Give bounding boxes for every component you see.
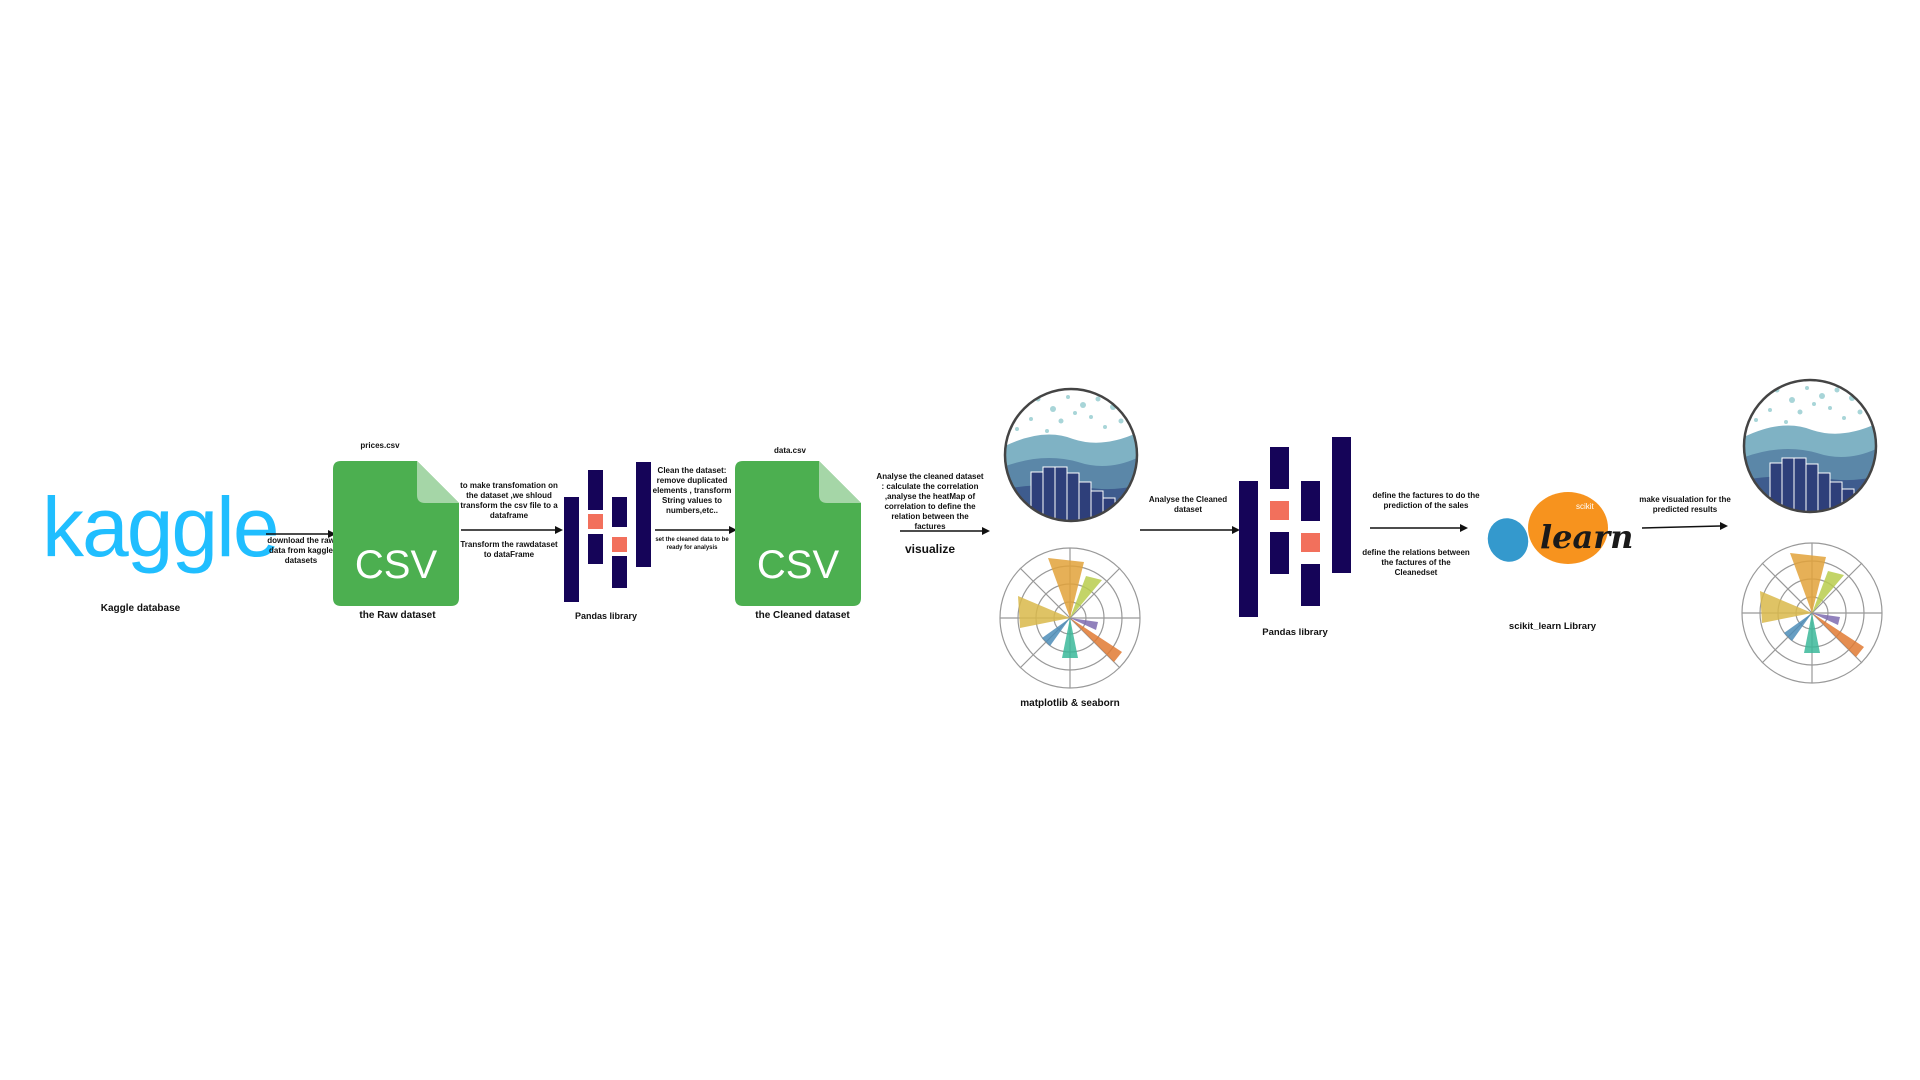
kaggle-logo-text: kaggle	[42, 480, 280, 574]
pandas-logo-1	[564, 462, 654, 602]
arrow-download	[266, 530, 336, 538]
step3-text-below: set the cleaned data to be ready for ana…	[655, 537, 729, 551]
arrow-clean	[655, 526, 737, 534]
matplotlib-area-chart-icon	[1003, 387, 1139, 523]
results-polar-chart-icon	[1740, 541, 1884, 685]
raw-csv-file-icon: CSV	[333, 461, 459, 606]
step1-text: download the raw data from kaggle datase…	[267, 536, 335, 565]
raw-csv-caption: the Raw dataset	[359, 610, 436, 621]
learn-text: learn	[1540, 518, 1634, 556]
step5-text-above: Analyse the Cleaned dataset	[1148, 495, 1228, 514]
arrow-define	[1370, 524, 1468, 532]
arrow-predict-viz	[1642, 522, 1728, 530]
arrow-analyse	[1140, 526, 1240, 534]
scikit-small-text: scikit	[1576, 502, 1594, 511]
step2-text-below: Transform the rawdataset to dataFrame	[460, 540, 558, 559]
viz1-caption: matplotlib & seaborn	[1020, 698, 1120, 709]
results-area-chart-icon	[1742, 378, 1878, 514]
pandas1-caption: Pandas library	[574, 611, 638, 621]
raw-csv-file-text: CSV	[354, 543, 438, 587]
clean-csv-caption: the Cleaned dataset	[755, 610, 850, 621]
kaggle-caption: Kaggle database	[100, 603, 181, 614]
pandas2-caption: Pandas library	[1262, 627, 1328, 638]
sklearn-caption: scikit_learn Library	[1508, 621, 1597, 632]
pandas-logo-2	[1239, 437, 1355, 617]
arrow-visualize	[900, 527, 990, 535]
step6-text-above: define the factures to do the prediction…	[1372, 491, 1480, 510]
clean-csv-filename: data.csv	[773, 446, 807, 455]
raw-csv-filename: prices.csv	[360, 441, 400, 450]
step4-text-above: Analyse the cleaned dataset : calculate …	[876, 472, 984, 531]
clean-csv-file-icon: CSV	[735, 461, 861, 606]
kaggle-logo: kaggle	[42, 470, 280, 585]
clean-csv-file-text: CSV	[756, 543, 840, 587]
matplotlib-polar-chart-icon	[998, 546, 1142, 690]
step3-text-above: Clean the dataset: remove duplicated ele…	[652, 466, 732, 515]
step2-text-above: to make transfomation on the dataset ,we…	[460, 481, 558, 520]
scikit-learn-logo: scikit learn	[1482, 488, 1633, 568]
arrow-transform	[461, 526, 563, 534]
step6-text-below: define the relations between the facture…	[1362, 548, 1470, 577]
step4-text-below: visualize	[904, 542, 956, 556]
step7-text-above: make visualation for the predicted resul…	[1639, 495, 1731, 514]
